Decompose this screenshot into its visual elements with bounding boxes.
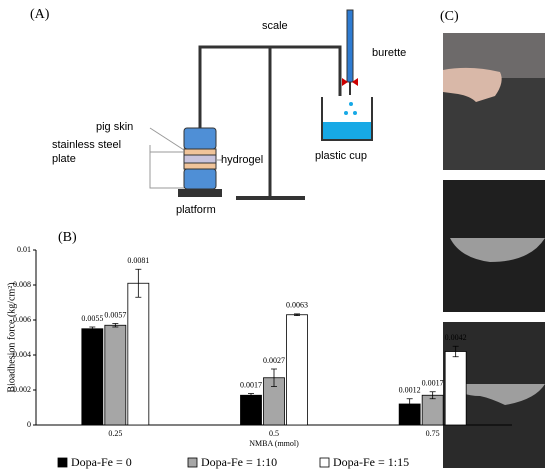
value-label: 0.0042 (445, 333, 467, 342)
error-bar (294, 313, 300, 317)
panel-label: (C) (440, 9, 459, 24)
panel-label: (B) (58, 230, 77, 245)
diagram-label: stainless steel (52, 139, 121, 151)
legend-swatch (319, 457, 330, 468)
error-bar (452, 345, 459, 358)
x-axis-label: NMBA (mmol) (249, 439, 299, 448)
legend-label: Dopa-Fe = 0 (71, 455, 132, 469)
legend-label: Dopa-Fe = 1:10 (201, 455, 277, 469)
legend-swatch (187, 457, 198, 468)
x-tick-label: 0.25 (108, 429, 122, 438)
value-label: 0.0081 (127, 256, 149, 265)
diagram-label: scale (262, 20, 288, 32)
error-bar (89, 326, 96, 331)
value-label: 0.0017 (240, 380, 262, 389)
value-label: 0.0055 (81, 314, 103, 323)
value-label: 0.0012 (399, 386, 421, 395)
bar-chart: 0 0.002 0.004 0.006 0.008 0.01 Bioadhesion for… (6, 245, 512, 469)
bar (81, 328, 104, 426)
y-tick-label: 0 (27, 420, 31, 429)
error-bar (271, 368, 277, 387)
y-tick-label: 0.008 (13, 280, 31, 289)
legend-swatch (57, 457, 68, 468)
error-bar (112, 323, 119, 328)
drop (344, 111, 348, 115)
drop (349, 102, 353, 106)
valve (342, 78, 358, 86)
pig-skin-shape (183, 148, 217, 156)
water (323, 122, 371, 139)
photos (443, 33, 545, 468)
value-label: 0.0063 (286, 301, 308, 310)
value-label: 0.0027 (263, 356, 285, 365)
y-tick-label: 0.006 (13, 315, 31, 324)
burette-shape (346, 9, 354, 83)
block (183, 168, 217, 190)
cup (321, 97, 373, 141)
diagram-label: plate (52, 153, 76, 165)
hydrogel-shape (183, 154, 217, 164)
y-axis-label: Bioadhesion force (kg/cm²) (6, 282, 17, 392)
x-tick-label: 0.5 (269, 429, 279, 438)
drop (353, 111, 357, 115)
diagram-label: platform (176, 204, 216, 216)
bar (286, 314, 308, 426)
bar (421, 394, 444, 426)
diagram-label: burette (372, 47, 406, 59)
platform-shape (178, 189, 222, 197)
value-label: 0.0057 (104, 310, 126, 319)
y-tick-label: 0.01 (17, 245, 31, 254)
diagram-label: hydrogel (221, 154, 263, 166)
error-bar (135, 268, 142, 298)
bar (104, 324, 127, 426)
error-bar (429, 391, 436, 400)
y-tick-label: 0.004 (13, 350, 31, 359)
x-tick-label: 0.75 (426, 429, 440, 438)
legend-label: Dopa-Fe = 1:15 (333, 455, 409, 469)
block (183, 127, 217, 150)
error-bar (406, 398, 413, 410)
bar (127, 282, 150, 426)
diagram-label: plastic cup (315, 150, 367, 162)
bar (240, 394, 262, 426)
diagram-label: pig skin (96, 121, 133, 133)
leader-lines (149, 127, 222, 189)
bar (444, 351, 467, 426)
apparatus (198, 45, 342, 200)
error-bar (248, 393, 254, 398)
pig-skin-shape (183, 162, 217, 170)
panel-label: (A) (30, 7, 50, 22)
value-label: 0.0017 (422, 379, 444, 388)
y-tick-label: 0.002 (13, 385, 31, 394)
